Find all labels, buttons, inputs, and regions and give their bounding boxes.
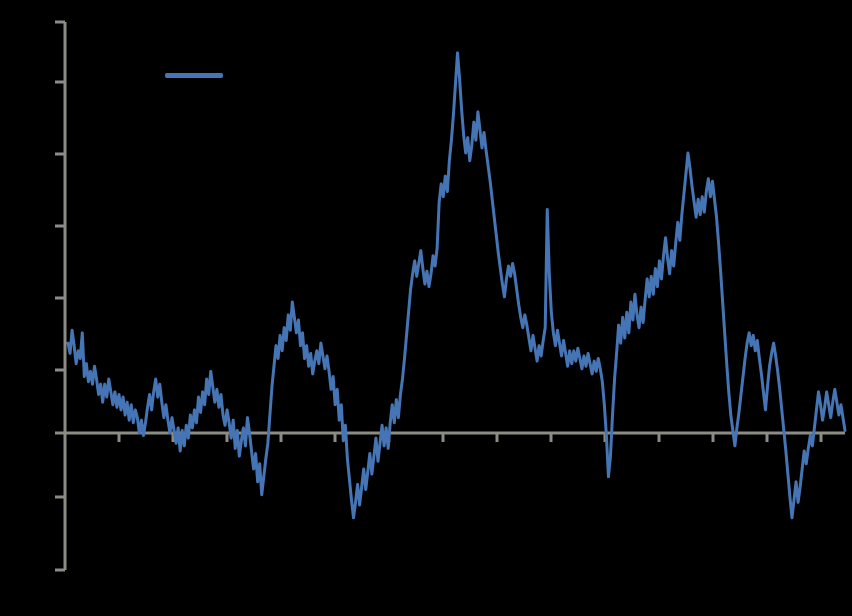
legend-line-swatch [165, 73, 223, 78]
series-line [66, 51, 847, 520]
series-group [66, 51, 847, 520]
axis-group [55, 20, 845, 572]
chart-legend[interactable] [165, 73, 230, 78]
